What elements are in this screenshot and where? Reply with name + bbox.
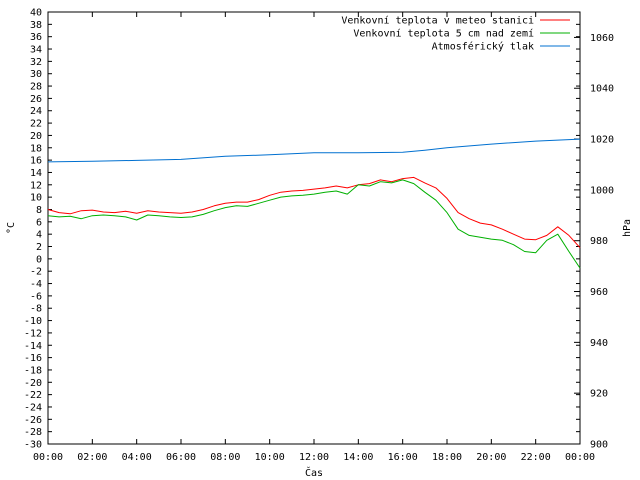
y-left-tick-label: -10 [24,316,42,327]
y-left-tick-label: 38 [30,20,42,31]
y-left-tick-label: 36 [30,32,42,43]
y-left-tick-label: -4 [30,279,42,290]
y-left-tick-label: -14 [24,341,42,352]
y-left-tick-label: 0 [36,254,42,265]
x-tick-label: 10:00 [255,452,285,463]
y-left-tick-label: -6 [30,291,42,302]
y-right-tick-label: 1040 [590,84,614,95]
y-left-tick-label: 2 [36,242,42,253]
legend-label-2: Venkovní teplota 5 cm nad zemí [353,28,534,40]
y-left-tick-label: -28 [24,427,42,438]
y-left-tick-label: 14 [30,168,42,179]
left-axis-ticks: -30-28-26-24-22-20-18-16-14-12-10-8-6-4-… [24,8,580,451]
legend: Venkovní teplota v meteo staniciVenkovní… [341,15,570,53]
y-left-tick-label: -2 [30,267,42,278]
x-tick-label: 18:00 [432,452,462,463]
y-left-tick-label: -12 [24,328,42,339]
x-tick-label: 20:00 [476,452,506,463]
y-right-tick-label: 1000 [590,185,614,196]
x-tick-label: 08:00 [210,452,240,463]
x-tick-label: 12:00 [299,452,329,463]
x-tick-label: 22:00 [521,452,551,463]
y-left-tick-label: 4 [36,230,42,241]
series-line-3 [47,138,581,163]
x-tick-label: 02:00 [77,452,107,463]
y-right-tick-label: 1060 [590,33,614,44]
y-right-tick-label: 940 [590,338,608,349]
legend-label-3: Atmosférický tlak [432,41,534,53]
y-left-tick-label: -26 [24,415,42,426]
y-right-tick-label: 1020 [590,135,614,146]
x-axis-ticks: 00:00 02:00 04:00 06:00 08:00 10:00 12:00 14:00… [33,12,595,463]
y-right-tick-label: 900 [590,440,608,451]
y-left-tick-label: 40 [30,8,42,19]
y-left-tick-label: -16 [24,353,42,364]
y-left-tick-label: 18 [30,143,42,154]
y-left-tick-label: 30 [30,69,42,80]
y-left-tick-label: -24 [24,402,42,413]
y-left-tick-label: -20 [24,378,42,389]
y-left-tick-label: 34 [30,45,42,56]
legend-label-1: Venkovní teplota v meteo stanici [341,15,534,27]
series-line-1 [47,176,581,249]
series-layer [47,138,581,269]
x-tick-label: 04:00 [122,452,152,463]
y-left-tick-label: 32 [30,57,42,68]
x-axis-title: Čas [305,466,323,479]
x-tick-label: 14:00 [343,452,373,463]
y-left-tick-label: 26 [30,94,42,105]
y-left-tick-label: 16 [30,156,42,167]
y-left-tick-label: 28 [30,82,42,93]
y-axis-right-title: hPa [622,219,633,237]
y-left-tick-label: -18 [24,365,42,376]
x-tick-label: 00:00 [33,452,63,463]
y-right-tick-label: 920 [590,389,608,400]
right-axis-ticks: 900 920 940 960 980 1000 1020 1040 1060 [574,33,614,451]
y-left-tick-label: 24 [30,106,42,117]
y-left-tick-label: 8 [36,205,42,216]
y-right-tick-label: 960 [590,287,608,298]
x-tick-label: 16:00 [388,452,418,463]
x-tick-label: 00:00 [565,452,595,463]
y-left-tick-label: 12 [30,180,42,191]
y-right-tick-label: 980 [590,236,608,247]
x-tick-label: 06:00 [166,452,196,463]
y-left-tick-label: 20 [30,131,42,142]
y-axis-left-title: °C [6,222,17,234]
y-left-tick-label: 10 [30,193,42,204]
y-left-tick-label: 22 [30,119,42,130]
y-left-tick-label: -30 [24,440,42,451]
y-left-tick-label: 6 [36,217,42,228]
series-line-2 [47,179,581,269]
y-left-tick-label: -22 [24,390,42,401]
y-left-tick-label: -8 [30,304,42,315]
